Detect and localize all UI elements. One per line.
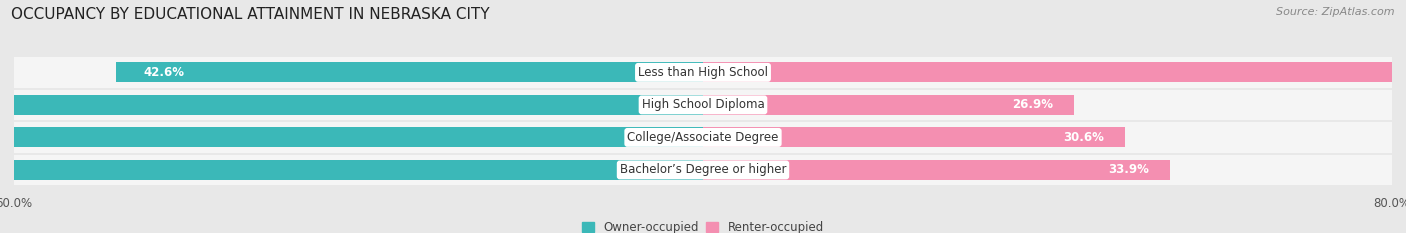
- Bar: [117, 62, 703, 82]
- Text: Less than High School: Less than High School: [638, 66, 768, 79]
- Text: Source: ZipAtlas.com: Source: ZipAtlas.com: [1277, 7, 1395, 17]
- Legend: Owner-occupied, Renter-occupied: Owner-occupied, Renter-occupied: [582, 221, 824, 233]
- Bar: [14, 122, 1392, 153]
- Bar: [703, 160, 1170, 180]
- Bar: [14, 155, 1392, 185]
- Bar: [0, 160, 703, 180]
- Bar: [703, 62, 1406, 82]
- Text: 42.6%: 42.6%: [143, 66, 184, 79]
- Bar: [14, 90, 1392, 120]
- Bar: [703, 127, 1125, 147]
- Bar: [0, 127, 703, 147]
- Text: 33.9%: 33.9%: [1108, 163, 1150, 176]
- Bar: [703, 95, 1074, 115]
- Text: 26.9%: 26.9%: [1012, 98, 1053, 111]
- Bar: [0, 95, 703, 115]
- Text: High School Diploma: High School Diploma: [641, 98, 765, 111]
- Text: 30.6%: 30.6%: [1063, 131, 1104, 144]
- Text: College/Associate Degree: College/Associate Degree: [627, 131, 779, 144]
- Text: OCCUPANCY BY EDUCATIONAL ATTAINMENT IN NEBRASKA CITY: OCCUPANCY BY EDUCATIONAL ATTAINMENT IN N…: [11, 7, 489, 22]
- Bar: [14, 57, 1392, 88]
- Text: Bachelor’s Degree or higher: Bachelor’s Degree or higher: [620, 163, 786, 176]
